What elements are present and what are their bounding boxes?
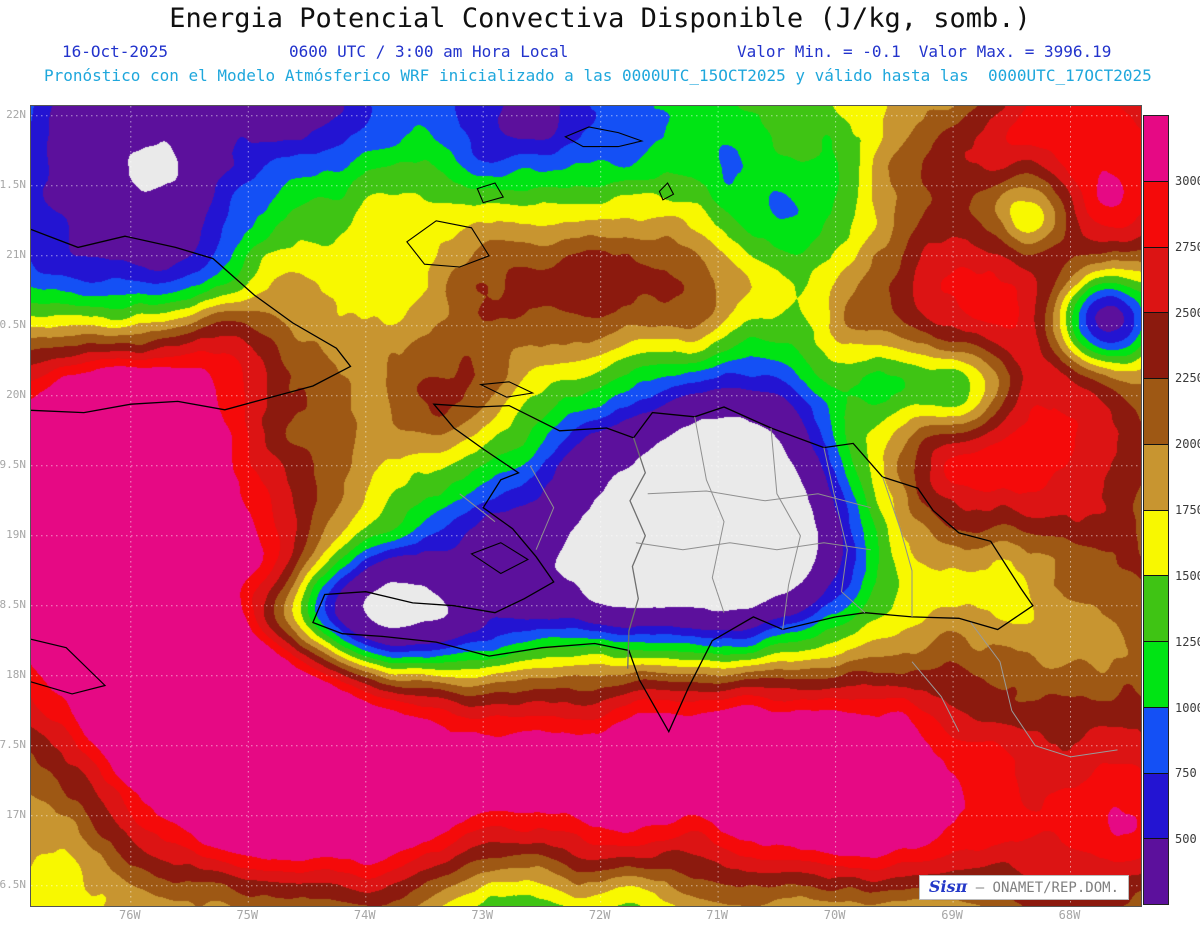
colorbar-tick-label: 3000 (1175, 173, 1200, 188)
lat-tick-label: 19N (6, 527, 26, 541)
province-boundary (529, 465, 555, 550)
lat-tick-label: 21N (6, 247, 26, 261)
lat-tick-label: 17.5N (0, 737, 26, 751)
lon-tick-label: 71W (706, 908, 728, 922)
lat-tick-label: 16.5N (0, 877, 26, 891)
marine-boundary (911, 661, 960, 732)
province-boundary (770, 427, 801, 630)
coastline-jamaica (31, 638, 107, 695)
colorbar-cell (1144, 379, 1168, 445)
province-boundary (459, 493, 496, 523)
colorbar-tick-label: 2000 (1175, 437, 1200, 452)
coastline-grand-turk (658, 182, 675, 201)
province-boundary (635, 542, 871, 551)
colorbar-cell (1144, 181, 1168, 248)
colorbar-cell (1144, 839, 1168, 904)
colorbar-cell (1144, 773, 1168, 840)
colorbar-tick-label: 1500 (1175, 568, 1200, 583)
lat-tick-label: 20N (6, 387, 26, 401)
colorbar (1143, 115, 1169, 905)
lat-tick-label: 17N (6, 807, 26, 821)
cape-field-canvas (31, 106, 1141, 906)
colorbar-tick-label: 2250 (1175, 371, 1200, 386)
coastline-caicos-islands (564, 126, 644, 148)
colorbar-tick-label: 2750 (1175, 239, 1200, 254)
colorbar-cell (1144, 313, 1168, 379)
lon-tick-label: 69W (941, 908, 963, 922)
colorbar-tick-label: 750 (1175, 766, 1197, 781)
valid-date: 16-Oct-2025 (62, 42, 168, 61)
colorbar-cell (1144, 247, 1168, 314)
colorbar-tick-label: 1250 (1175, 634, 1200, 649)
colorbar-cell (1144, 444, 1168, 511)
lat-tick-label: 20.5N (0, 317, 26, 331)
lon-tick-label: 74W (353, 908, 376, 922)
lat-tick-label: 21.5N (0, 177, 26, 191)
lon-tick-label: 72W (588, 908, 611, 922)
forecast-description: Pronóstico con el Modelo Atmósferico WRF… (44, 66, 1152, 85)
coastline-hispaniola (312, 403, 1034, 734)
lon-tick-label: 73W (471, 908, 494, 922)
value-max-label: Valor Max. = 3996.19 (918, 42, 1112, 61)
province-boundary (647, 490, 871, 509)
valid-time: 0600 UTC / 3:00 am Hora Local (289, 42, 569, 61)
watermark-org: – ONAMET/REP.DOM. (975, 880, 1119, 896)
lon-tick-label: 68W (1058, 908, 1081, 922)
watermark-badge: Sisπ – ONAMET/REP.DOM. (918, 875, 1129, 900)
colorbar-tick-label: 2500 (1175, 305, 1200, 320)
coastline-overlay (31, 106, 1141, 906)
coastline-little-inagua (476, 182, 505, 204)
coastline-gonave-island (470, 542, 530, 575)
coastline-tortuga-island (478, 381, 535, 398)
national-border (627, 437, 647, 669)
min-max-values: Valor Min. = -0.1 Valor Max. = 3996.19 (737, 42, 1111, 61)
lon-tick-label: 75W (236, 908, 259, 922)
map-plot-area: Sisπ – ONAMET/REP.DOM. (30, 105, 1142, 907)
province-boundary (882, 476, 913, 617)
lat-tick-label: 18N (6, 667, 26, 681)
colorbar-cell (1144, 510, 1168, 577)
lat-tick-label: 22N (6, 107, 26, 121)
colorbar-tick-label: 1000 (1175, 700, 1200, 715)
page-title: Energia Potencial Convectiva Disponible … (169, 3, 1031, 34)
sispi-logo: Sisπ (928, 877, 968, 896)
province-boundary (823, 447, 866, 614)
lat-tick-label: 19.5N (0, 457, 26, 471)
colorbar-tick-label: 1750 (1175, 503, 1200, 517)
lat-tick-label: 18.5N (0, 597, 26, 611)
colorbar-cell (1144, 642, 1168, 708)
colorbar-tick-label: 500 (1175, 832, 1197, 847)
value-min-label: Valor Min. = -0.1 (737, 42, 901, 61)
colorbar-cell (1144, 116, 1168, 182)
lon-tick-label: 70W (823, 908, 846, 922)
coastline-cuba (31, 228, 352, 414)
colorbar-cell (1144, 576, 1168, 642)
colorbar-cell (1144, 707, 1168, 774)
coastline-great-inagua (406, 220, 490, 268)
lon-tick-label: 76W (118, 908, 141, 922)
marine-boundary (970, 622, 1118, 758)
province-boundary (694, 416, 725, 613)
